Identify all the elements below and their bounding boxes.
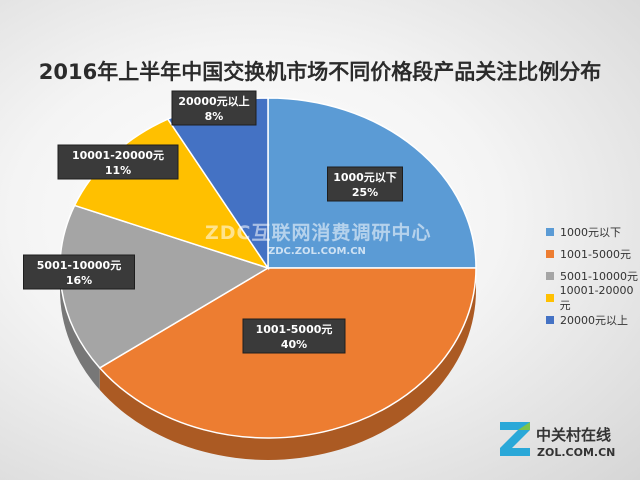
chart-title: 2016年上半年中国交换机市场不同价格段产品关注比例分布 xyxy=(38,60,602,84)
data-label-value: 16% xyxy=(66,274,92,287)
data-label-value: 11% xyxy=(105,164,131,177)
data-label-value: 8% xyxy=(205,110,224,123)
legend-swatch xyxy=(546,294,554,302)
data-label: 1000元以下 25% xyxy=(327,166,403,202)
data-label-value: 40% xyxy=(281,338,307,351)
legend-label: 1001-5000元 xyxy=(560,248,631,261)
legend-item: 1001-5000元 xyxy=(546,243,640,265)
legend-item: 10001-20000元 xyxy=(546,284,640,312)
data-label-category: 20000元以上 xyxy=(178,94,249,108)
data-label: 5001-10000元 16% xyxy=(23,254,135,290)
legend-label: 20000元以上 xyxy=(560,314,628,327)
watermark-subtext: ZDC.ZOL.COM.CN xyxy=(268,246,366,257)
legend-label: 10001-20000元 xyxy=(559,283,634,312)
legend-swatch xyxy=(546,316,554,324)
data-label: 1001-5000元 40% xyxy=(242,318,346,354)
data-label-category: 1000元以下 xyxy=(333,171,397,184)
pie-side-1 xyxy=(99,268,477,461)
legend-label: 1000元以下 xyxy=(560,226,621,239)
legend-item: 5001-10000元 xyxy=(546,265,640,287)
data-label-box xyxy=(242,318,346,354)
data-label-box xyxy=(327,166,403,202)
data-label-category: 5001-10000元 xyxy=(37,259,121,272)
logo-text: 中关村在线 xyxy=(536,426,612,444)
legend-label: 5001-10000元 xyxy=(560,270,638,283)
data-label-box xyxy=(171,90,257,126)
watermark-text: ZDC互联网消费调研中心 xyxy=(205,222,432,244)
legend-swatch xyxy=(546,272,554,280)
legend-swatch xyxy=(546,250,554,258)
logo-domain: ZOL.COM.CN xyxy=(537,446,616,459)
data-label-category: 10001-20000元 xyxy=(72,149,164,162)
chart-legend: 1000元以下 1001-5000元 5001-10000元 10001-20000元… xyxy=(546,221,640,331)
legend-swatch xyxy=(546,228,554,236)
legend-item: 20000元以上 xyxy=(546,309,640,331)
data-label-category: 1001-5000元 xyxy=(256,323,333,336)
data-label: 10001-20000元 11% xyxy=(57,144,179,180)
data-label-value: 25% xyxy=(352,186,378,199)
data-label: 20000元以上 8% xyxy=(171,90,257,126)
legend-item: 1000元以下 xyxy=(546,221,640,243)
data-label-box xyxy=(57,144,179,180)
zol-logo-icon xyxy=(500,422,530,456)
data-label-box xyxy=(23,254,135,290)
pie-side-2 xyxy=(60,268,100,390)
